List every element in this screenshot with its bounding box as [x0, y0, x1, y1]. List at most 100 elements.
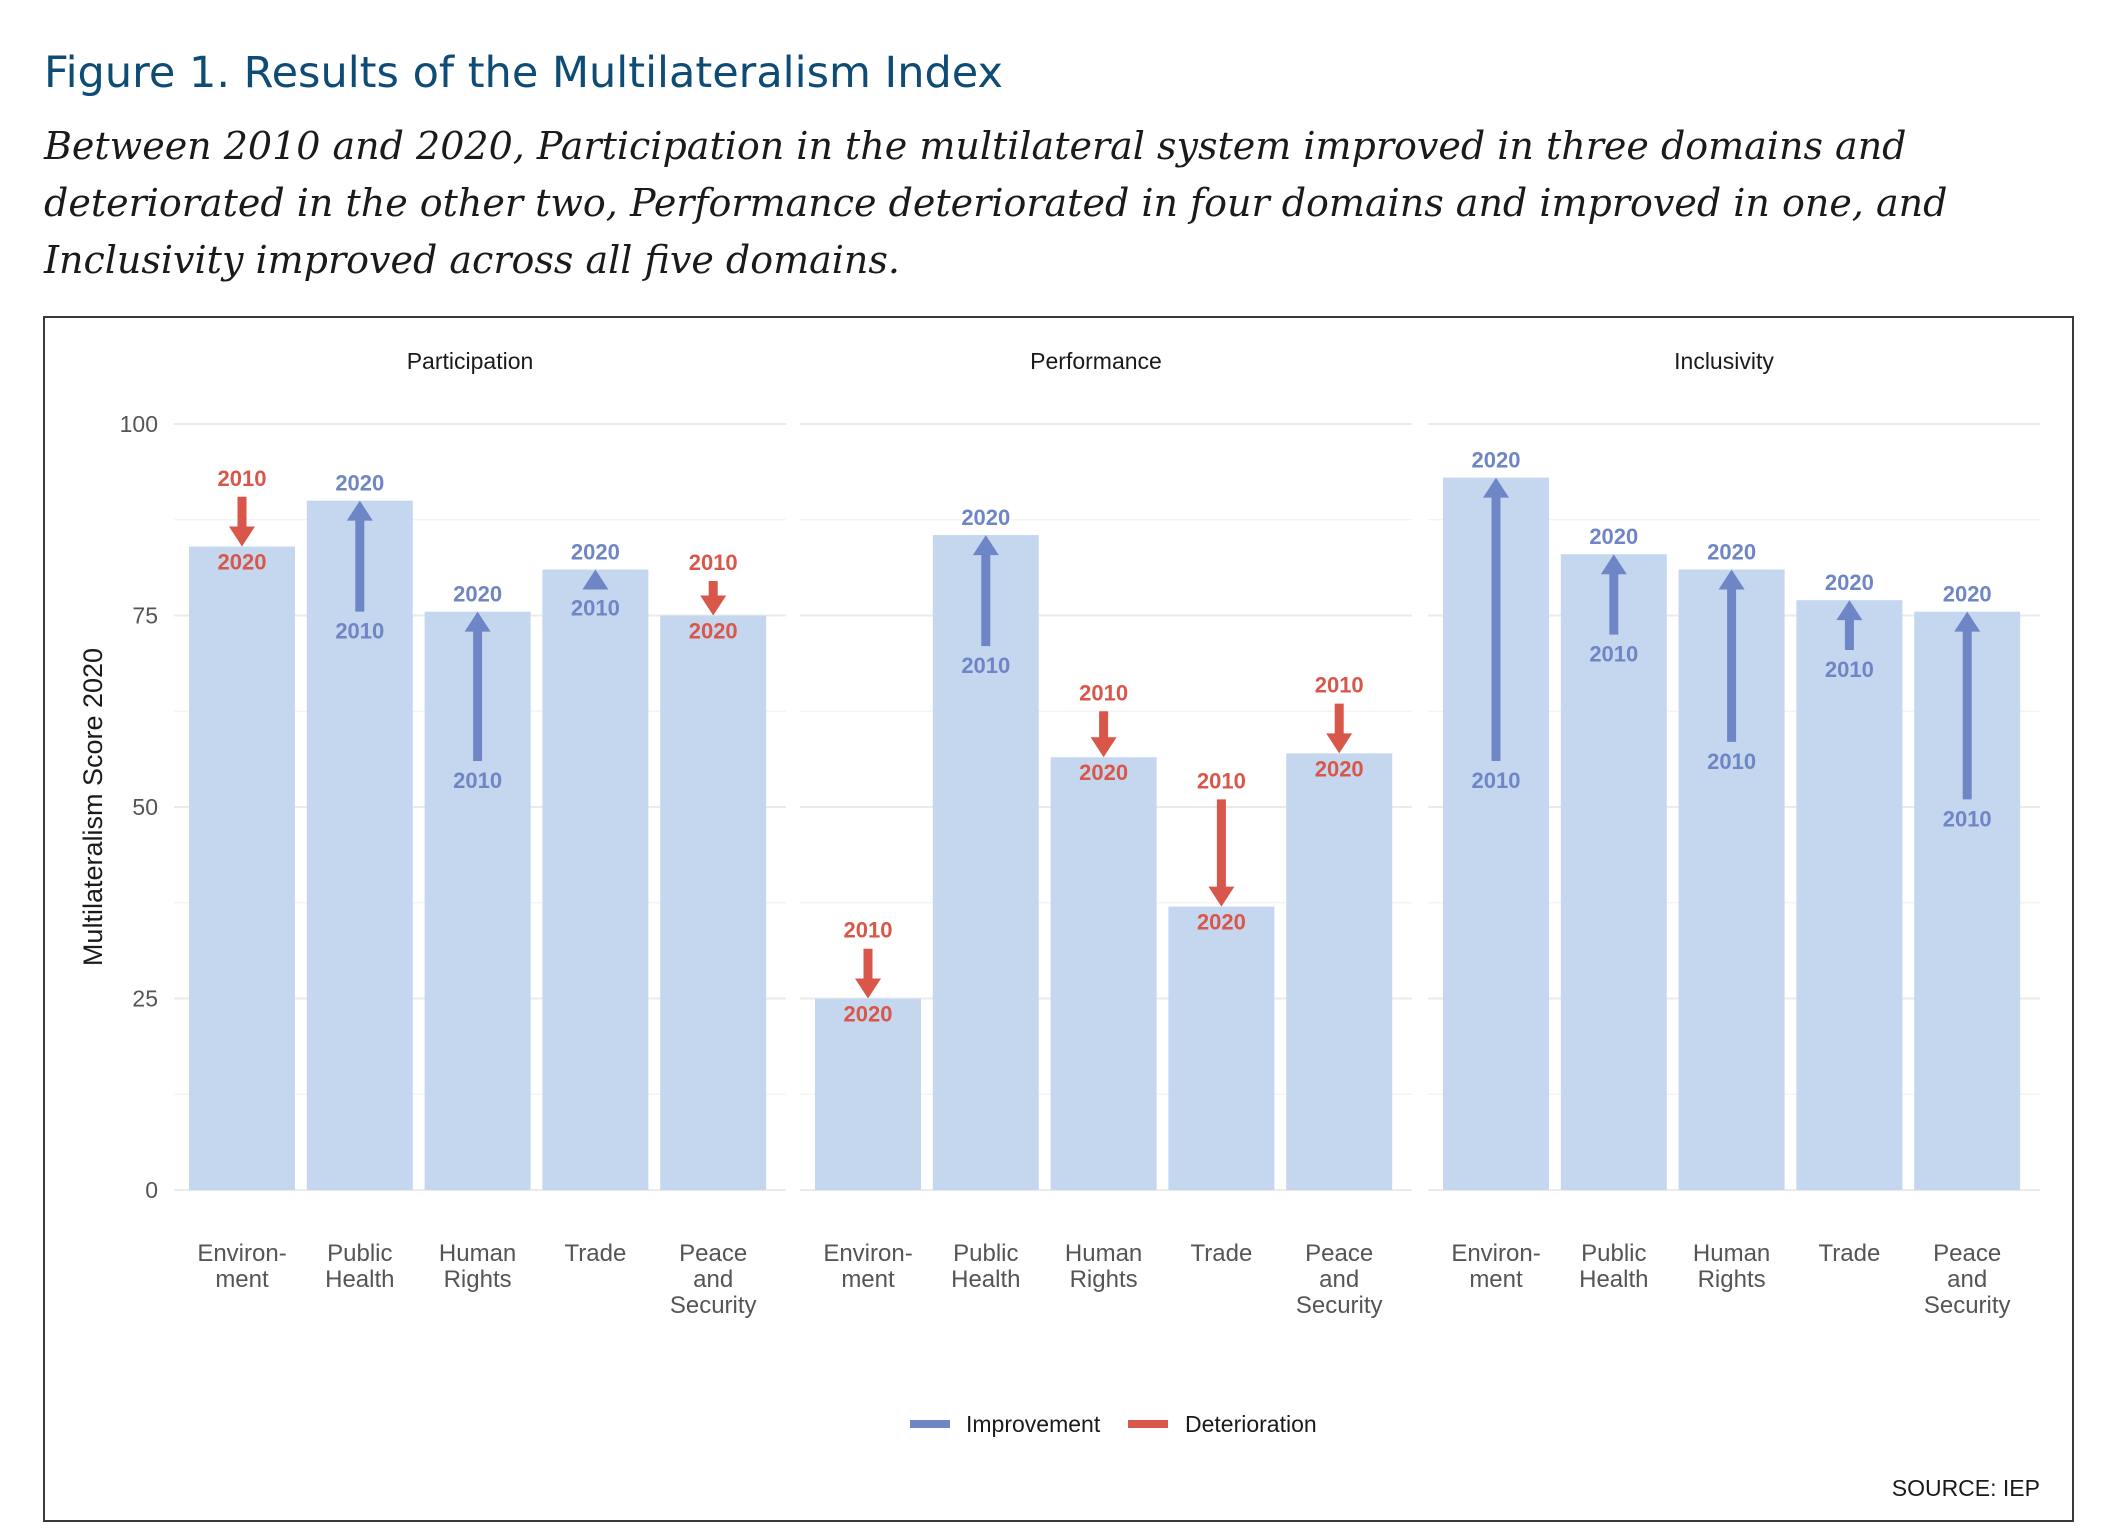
end-year-label: 2020 [453, 582, 502, 607]
bar [1168, 906, 1275, 1190]
y-axis-title: Multilateralism Score 2020 [78, 648, 108, 966]
x-tick-label: Peace [1933, 1240, 2001, 1267]
start-year-label: 2010 [1707, 749, 1756, 774]
end-year-label: 2020 [1707, 540, 1756, 565]
bar [1050, 757, 1157, 1190]
change-arrow-head [855, 978, 881, 999]
change-arrow-head [1836, 600, 1863, 621]
y-tick-label: 0 [145, 1177, 158, 1203]
y-tick-label: 75 [132, 603, 158, 629]
x-tick-label: Security [670, 1292, 757, 1319]
change-arrow-head [229, 526, 255, 547]
x-tick-label: Environ- [1451, 1240, 1540, 1267]
start-year-label: 2010 [1589, 642, 1638, 667]
panel-title: Performance [1030, 348, 1162, 374]
x-tick-label: Peace [1305, 1240, 1373, 1267]
x-tick-label: Security [1296, 1292, 1383, 1319]
x-tick-label: Rights [1070, 1266, 1138, 1293]
figure-title: Figure 1. Results of the Multilateralism… [44, 48, 1003, 98]
end-year-label: 2020 [1079, 760, 1128, 785]
change-arrow-head [346, 500, 373, 521]
bar [306, 500, 413, 1191]
start-year-label: 2010 [218, 466, 267, 491]
panel-title: Participation [407, 348, 534, 374]
start-year-label: 2010 [571, 596, 620, 621]
bar [1796, 600, 1903, 1190]
start-year-label: 2010 [961, 653, 1010, 678]
start-year-label: 2010 [453, 768, 502, 793]
x-tick-label: and [1947, 1266, 1987, 1293]
x-tick-label: Rights [1698, 1266, 1766, 1293]
bar [1286, 753, 1393, 1190]
end-year-label: 2020 [844, 1002, 893, 1027]
change-arrow-head [1090, 737, 1117, 758]
end-year-label: 2020 [1315, 756, 1364, 781]
x-tick-label: Public [1581, 1240, 1646, 1267]
x-tick-label: Human [439, 1240, 516, 1267]
end-year-label: 2020 [1825, 570, 1874, 595]
start-year-label: 2010 [335, 619, 384, 644]
x-tick-label: Environ- [823, 1240, 912, 1267]
end-year-label: 2020 [1197, 910, 1246, 935]
y-tick-label: 50 [132, 794, 158, 820]
start-year-label: 2010 [1197, 768, 1246, 793]
panel-title: Inclusivity [1674, 348, 1774, 374]
start-year-label: 2010 [689, 550, 738, 575]
end-year-label: 2020 [1589, 524, 1638, 549]
x-tick-label: and [693, 1266, 733, 1293]
change-arrow-head [1718, 569, 1745, 590]
change-arrow-head [1954, 611, 1981, 632]
change-arrow-head [464, 611, 491, 632]
x-tick-label: Security [1924, 1292, 2011, 1319]
x-tick-label: Public [327, 1240, 392, 1267]
change-arrow-head [1600, 554, 1627, 575]
x-tick-label: Human [1065, 1240, 1142, 1267]
start-year-label: 2010 [844, 918, 893, 943]
y-tick-label: 100 [120, 411, 158, 437]
x-tick-label: Trade [564, 1240, 626, 1267]
chart-frame [43, 316, 2074, 1522]
bar [189, 546, 295, 1190]
x-tick-label: Public [953, 1240, 1018, 1267]
start-year-label: 2010 [1825, 657, 1874, 682]
x-tick-label: Health [325, 1266, 394, 1293]
bar [542, 569, 649, 1190]
change-arrow-head [972, 535, 999, 556]
x-tick-label: and [1319, 1266, 1359, 1293]
x-tick-label: ment [841, 1266, 895, 1293]
start-year-label: 2010 [1315, 673, 1364, 698]
x-tick-label: Health [1579, 1266, 1648, 1293]
end-year-label: 2020 [689, 619, 738, 644]
x-tick-label: Peace [679, 1240, 747, 1267]
change-arrow-head [1208, 886, 1235, 907]
end-year-label: 2020 [571, 540, 620, 565]
end-year-label: 2020 [335, 471, 384, 496]
x-tick-label: Rights [444, 1266, 512, 1293]
change-arrow-head [700, 595, 727, 616]
end-year-label: 2020 [1943, 582, 1992, 607]
start-year-label: 2010 [1472, 768, 1521, 793]
bar [660, 615, 767, 1190]
x-tick-label: Health [951, 1266, 1020, 1293]
change-arrow-head [582, 569, 609, 590]
x-tick-label: ment [1469, 1266, 1523, 1293]
change-arrow-head [1326, 733, 1353, 754]
end-year-label: 2020 [1472, 448, 1521, 473]
start-year-label: 2010 [1079, 680, 1128, 705]
x-tick-label: ment [215, 1266, 269, 1293]
x-tick-label: Human [1693, 1240, 1770, 1267]
y-tick-label: 25 [132, 986, 158, 1012]
x-tick-label: Trade [1818, 1240, 1880, 1267]
bar [815, 998, 921, 1190]
bar [1560, 554, 1667, 1190]
figure-subtitle: Between 2010 and 2020, Participation in … [44, 124, 1948, 282]
x-tick-label: Trade [1190, 1240, 1252, 1267]
end-year-label: 2020 [218, 550, 267, 575]
x-tick-label: Environ- [197, 1240, 286, 1267]
legend-label-improvement: Improvement [966, 1411, 1101, 1437]
legend-label-deterioration: Deterioration [1185, 1411, 1317, 1437]
end-year-label: 2020 [961, 505, 1010, 530]
source-note: SOURCE: IEP [1892, 1475, 2040, 1501]
start-year-label: 2010 [1943, 806, 1992, 831]
